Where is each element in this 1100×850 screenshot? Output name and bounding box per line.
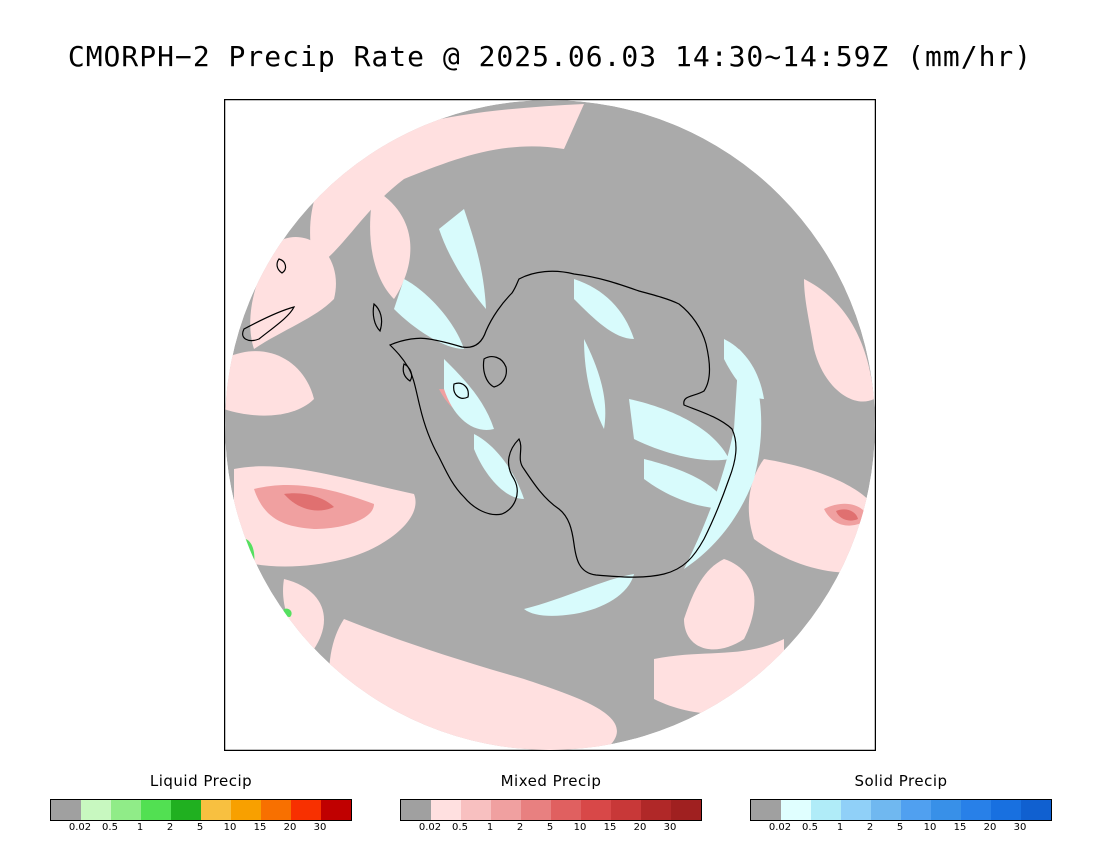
- legend-swatch: [931, 800, 961, 820]
- solid-light-region: [439, 209, 486, 309]
- legend-swatch: [461, 800, 491, 820]
- antarctica-coastline: [242, 258, 737, 578]
- mixed-light-region: [804, 279, 874, 402]
- legend-swatch: [811, 800, 841, 820]
- legend-swatch: [401, 800, 431, 820]
- legend-swatch: [201, 800, 231, 820]
- solid-light-region: [684, 349, 762, 569]
- mixed-dark-region: [284, 493, 334, 511]
- legend-tick-label: 1: [486, 822, 494, 833]
- legend-tick-label: 5: [196, 822, 204, 833]
- legend-tick-label: 10: [573, 822, 587, 833]
- legend-swatch: [991, 800, 1021, 820]
- legend-solid-precip: Solid Precip 0.02 0.5 1 2 5 10 15 20 30: [750, 772, 1052, 833]
- legend-tick-label: 0.5: [452, 822, 468, 833]
- legend-tick-label: 2: [166, 822, 174, 833]
- legend-tick-label: 30: [663, 822, 677, 833]
- solid-light-region: [584, 339, 606, 429]
- legend-swatch: [781, 800, 811, 820]
- legend-swatch: [871, 800, 901, 820]
- legend-tick-label: 0.02: [68, 822, 92, 833]
- solid-precip-areas: [394, 209, 764, 616]
- legend-swatch: [51, 800, 81, 820]
- mixed-light-region: [370, 189, 411, 299]
- legend-swatch: [1021, 800, 1051, 820]
- legend-tick-label: 2: [866, 822, 874, 833]
- legend-tick-label: 5: [546, 822, 554, 833]
- legend-tick-label: 20: [983, 822, 997, 833]
- solid-light-region: [644, 459, 729, 509]
- solid-light-region: [444, 359, 494, 430]
- legend-swatch: [171, 800, 201, 820]
- legend-swatch: [671, 800, 701, 820]
- mixed-light-region: [250, 237, 336, 349]
- legend-tick-label: 20: [633, 822, 647, 833]
- legend-tick-label: 1: [136, 822, 144, 833]
- legend-tick-label: 0.5: [802, 822, 818, 833]
- legend-swatch: [641, 800, 671, 820]
- legend-tick-label: 20: [283, 822, 297, 833]
- mixed-light-region: [684, 559, 755, 650]
- legend-swatch: [551, 800, 581, 820]
- legend-colorbar: [750, 799, 1052, 821]
- legend-tick-label: 30: [1013, 822, 1027, 833]
- legend-colorbar: [50, 799, 352, 821]
- solid-light-region: [574, 279, 634, 339]
- legend-tick-labels: 0.02 0.5 1 2 5 10 15 20 30: [50, 822, 352, 836]
- legend-tick-label: 15: [253, 822, 267, 833]
- legend-swatch: [841, 800, 871, 820]
- legend-tick-label: 15: [603, 822, 617, 833]
- legend-swatch: [751, 800, 781, 820]
- solid-light-region: [629, 399, 729, 461]
- legend-title: Liquid Precip: [149, 772, 253, 790]
- legend-title: Solid Precip: [854, 772, 948, 790]
- legend-tick-label: 0.5: [102, 822, 118, 833]
- mixed-light-region: [283, 579, 324, 649]
- legend-swatch: [901, 800, 931, 820]
- polar-precip-map: [224, 99, 876, 751]
- legend-swatch: [111, 800, 141, 820]
- mixed-precip-heavy: [284, 493, 858, 521]
- legend-swatch: [431, 800, 461, 820]
- legend-swatch: [231, 800, 261, 820]
- legend-tick-label: 0.02: [418, 822, 442, 833]
- legend-tick-label: 2: [516, 822, 524, 833]
- legend-swatch: [321, 800, 351, 820]
- map-title: CMORPH−2 Precip Rate @ 2025.06.03 14:30~…: [67, 40, 1033, 73]
- legend-swatch: [491, 800, 521, 820]
- legend-colorbar: [400, 799, 702, 821]
- mixed-light-region: [748, 459, 875, 573]
- legend-tick-label: 5: [896, 822, 904, 833]
- legend-tick-label: 30: [313, 822, 327, 833]
- legend-swatch: [261, 800, 291, 820]
- legend-liquid-precip: Liquid Precip 0.02 0.5 1 2 5 10 15 20 30: [50, 772, 352, 833]
- legend-title: Mixed Precip: [500, 772, 602, 790]
- legend-mixed-precip: Mixed Precip 0.02 0.5 1 2 5 10 15 20 30: [400, 772, 702, 833]
- legend-tick-label: 1: [836, 822, 844, 833]
- legend-tick-label: 10: [223, 822, 237, 833]
- solid-light-region: [474, 434, 524, 499]
- legend-tick-label: 15: [953, 822, 967, 833]
- legend-tick-labels: 0.02 0.5 1 2 5 10 15 20 30: [400, 822, 702, 836]
- legend-swatch: [961, 800, 991, 820]
- legend-tick-label: 0.02: [768, 822, 792, 833]
- legend-swatch: [611, 800, 641, 820]
- mixed-light-region: [225, 351, 314, 416]
- legend-tick-label: 10: [923, 822, 937, 833]
- solid-light-region: [524, 574, 634, 616]
- mixed-dark-region: [836, 509, 858, 521]
- legend-swatch: [81, 800, 111, 820]
- legend-swatch: [581, 800, 611, 820]
- legend-swatch: [141, 800, 171, 820]
- legend-swatch: [291, 800, 321, 820]
- legend-swatch: [521, 800, 551, 820]
- legend-tick-labels: 0.02 0.5 1 2 5 10 15 20 30: [750, 822, 1052, 836]
- solid-light-region: [394, 279, 464, 349]
